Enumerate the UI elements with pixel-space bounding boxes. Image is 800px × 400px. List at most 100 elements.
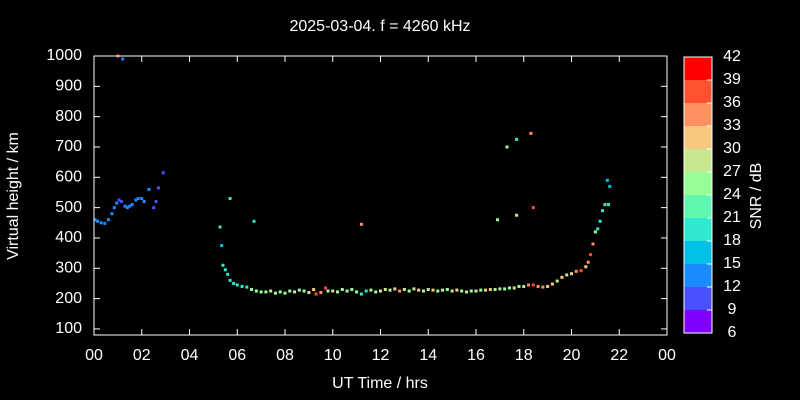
data-point (527, 283, 531, 287)
y-tick-label: 700 (55, 138, 82, 155)
data-point (314, 292, 318, 296)
colorbar-swatch (684, 103, 712, 126)
colorbar-tick-label: 30 (723, 140, 741, 157)
data-point (223, 268, 227, 272)
data-point (455, 288, 459, 292)
y-axis-label: Virtual height / km (5, 132, 22, 260)
y-tick-label: 800 (55, 108, 82, 125)
data-point (579, 269, 583, 273)
x-tick-label: 00 (658, 347, 676, 364)
chart-title: 2025-03-04. f = 4260 kHz (289, 18, 470, 35)
data-point (259, 290, 263, 294)
data-point (417, 288, 421, 292)
data-point (584, 265, 588, 269)
colorbar-tick-label: 24 (723, 186, 741, 203)
data-point (464, 290, 468, 294)
data-point (603, 203, 607, 207)
data-point (550, 282, 554, 286)
data-point (228, 278, 232, 282)
data-point (99, 221, 103, 225)
data-point (350, 288, 354, 292)
data-point (574, 269, 578, 273)
data-point (269, 289, 273, 293)
data-point (110, 212, 114, 216)
data-point (402, 288, 406, 292)
data-point (154, 200, 158, 204)
data-point (232, 281, 236, 285)
data-point (369, 288, 373, 292)
data-point (436, 289, 440, 293)
data-point (608, 184, 612, 188)
data-point (326, 289, 330, 293)
data-point (252, 219, 256, 223)
data-point (441, 288, 445, 292)
data-point (140, 197, 144, 201)
x-tick-label: 00 (85, 347, 103, 364)
data-point (240, 284, 244, 288)
data-point (445, 288, 449, 292)
x-tick-label: 10 (324, 347, 342, 364)
data-point (469, 289, 473, 293)
data-point (283, 291, 287, 295)
x-tick-label: 02 (133, 347, 151, 364)
data-point (507, 286, 511, 290)
data-point (601, 209, 605, 213)
data-point (388, 288, 392, 292)
data-point (515, 137, 519, 141)
data-point (142, 200, 146, 204)
y-tick-label: 500 (55, 199, 82, 216)
data-point (288, 289, 292, 293)
x-tick-label: 18 (515, 347, 533, 364)
data-point (355, 290, 359, 294)
colorbar-swatch (684, 57, 712, 80)
y-tick-label: 100 (55, 320, 82, 337)
colorbar-tick-label: 9 (728, 301, 737, 318)
data-point (398, 289, 402, 293)
data-point (319, 291, 323, 295)
data-point (278, 290, 282, 294)
data-point (117, 198, 121, 202)
x-axis-label: UT Time / hrs (332, 375, 428, 392)
data-point (312, 288, 316, 292)
data-point (541, 285, 545, 289)
data-point (484, 288, 488, 292)
colorbar-swatch (684, 218, 712, 241)
colorbar-swatch (684, 80, 712, 103)
data-point (324, 286, 328, 290)
data-point (254, 289, 258, 293)
data-point (607, 203, 611, 207)
colorbar-tick-label: 36 (723, 94, 741, 111)
data-point (336, 290, 340, 294)
colorbar-tick-label: 42 (723, 48, 741, 65)
data-point (128, 204, 132, 208)
data-point (531, 283, 535, 287)
data-point (522, 284, 526, 288)
data-point (493, 288, 497, 292)
colorbar-tick-label: 12 (723, 278, 741, 295)
data-point (134, 198, 138, 202)
data-point (479, 288, 483, 292)
data-point (546, 284, 550, 288)
x-tick-label: 14 (419, 347, 437, 364)
data-point (393, 287, 397, 291)
x-tick-label: 12 (372, 347, 390, 364)
data-point (570, 272, 573, 276)
data-point (156, 186, 160, 190)
colorbar-tick-label: 6 (728, 324, 737, 341)
data-point (115, 201, 119, 205)
colorbar-tick-label: 21 (723, 209, 741, 226)
data-point (359, 292, 363, 296)
data-point (412, 287, 416, 291)
colorbar-label: SNR / dB (748, 163, 765, 230)
data-point (106, 218, 110, 222)
data-point (93, 218, 97, 222)
data-point (307, 291, 311, 295)
data-point (431, 288, 435, 292)
data-point (560, 275, 564, 279)
data-point (591, 242, 595, 246)
data-point (235, 283, 239, 287)
data-point (218, 225, 222, 229)
colorbar-tick-label: 39 (723, 71, 741, 88)
data-point (503, 287, 507, 291)
